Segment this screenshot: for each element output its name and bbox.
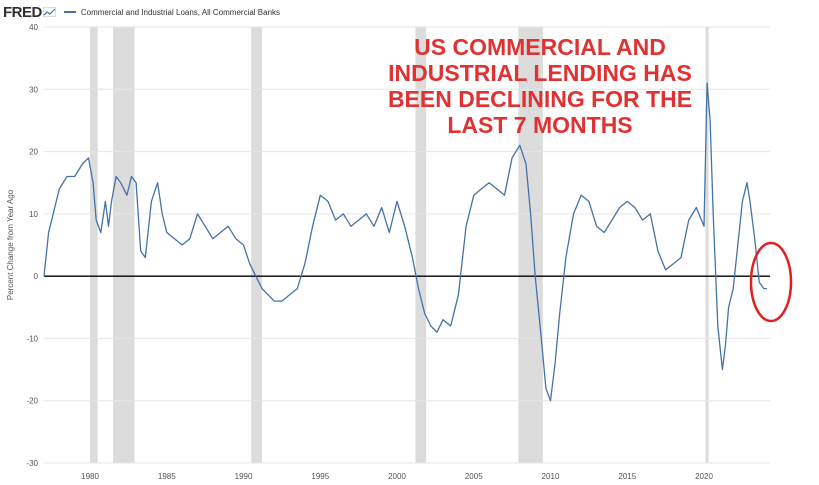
annotation-line-1: US COMMERCIAL AND [414, 34, 666, 60]
x-tick-labels: 1980 1985 1990 1995 2000 2005 2010 2015 2020 [81, 472, 713, 481]
y-tick-label: 0 [34, 272, 39, 281]
y-axis-label: Percent Change from Year Ago [6, 189, 15, 300]
y-tick-label: -10 [26, 334, 38, 343]
recession-band-2 [113, 27, 135, 463]
y-tick-label: -20 [26, 397, 38, 406]
recession-bands [90, 27, 709, 463]
y-tick-label: 40 [29, 23, 38, 32]
y-tick-label: 30 [29, 85, 38, 94]
x-tick-label: 1985 [158, 472, 176, 481]
recession-band-1 [90, 27, 98, 463]
x-tick-label: 1990 [235, 472, 253, 481]
y-tick-label: -30 [26, 459, 38, 468]
x-tick-label: 2010 [542, 472, 560, 481]
y-tick-labels: -30 -20 -10 0 10 20 30 40 [26, 23, 38, 468]
annotation-line-2: INDUSTRIAL LENDING HAS [388, 60, 692, 86]
recession-band-3 [251, 27, 262, 463]
annotation-line-4: LAST 7 MONTHS [447, 112, 632, 138]
x-tick-label: 2005 [465, 472, 483, 481]
recession-band-4 [415, 27, 427, 463]
fred-logo: FRED [3, 3, 42, 21]
series-line-commercial-industrial-loans [43, 82, 767, 402]
x-tick-label: 2015 [618, 472, 636, 481]
chart-header: FRED Commercial and Industrial Loans, Al… [0, 0, 819, 24]
recession-band-6 [705, 27, 709, 463]
fred-chart-icon [42, 7, 56, 17]
x-tick-label: 2020 [695, 472, 713, 481]
y-tick-label: 10 [29, 210, 38, 219]
recession-band-5 [518, 27, 543, 463]
y-tick-label: 20 [29, 148, 38, 157]
x-tick-label: 2000 [388, 472, 406, 481]
legend-line-swatch [63, 11, 76, 13]
x-tick-label: 1980 [81, 472, 99, 481]
annotation-line-3: BEEN DECLINING FOR THE [388, 86, 692, 112]
x-tick-label: 1995 [311, 472, 329, 481]
highlight-ellipse [749, 241, 793, 323]
annotation-text: US COMMERCIAL AND INDUSTRIAL LENDING HAS… [388, 34, 692, 138]
legend-series-label: Commercial and Industrial Loans, All Com… [80, 7, 281, 17]
